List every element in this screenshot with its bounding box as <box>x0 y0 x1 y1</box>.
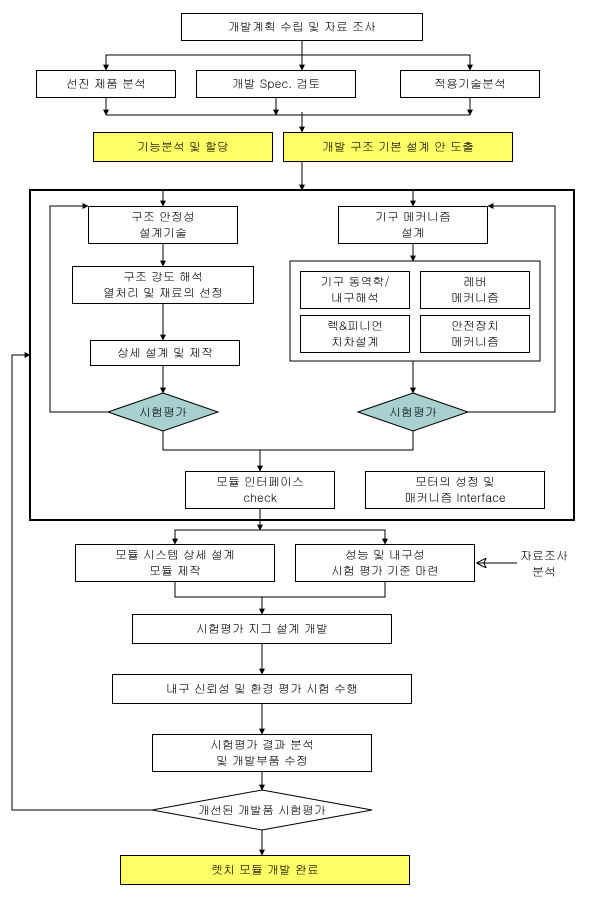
box-r3b: 안전장치 메커니즘 <box>420 315 530 353</box>
diamond-label-d_bottom: 개선된 개발품 시험평가 <box>198 802 326 819</box>
box-l2: 구조 강도 해석 열처리 및 재료의 선정 <box>72 266 254 304</box>
box-s1a: 모듈 시스템 상세 설계 모듈 제작 <box>75 544 275 582</box>
box-r1: 기구 메커니즘 설계 <box>338 206 488 244</box>
box-b2: 모터의 성정 및 매커니즘 Interface <box>365 471 545 509</box>
box-r2a: 기구 동역학/ 내구해석 <box>300 271 410 309</box>
box-n2a: 선진 제품 분석 <box>36 70 176 98</box>
box-r2b: 레버 메커니즘 <box>420 271 530 309</box>
box-s1b: 성능 및 내구성 시험 평가 기준 마련 <box>295 544 475 582</box>
box-r3a: 렉&피니언 치차설계 <box>300 315 410 353</box>
box-b1: 모듈 인터페이스 check <box>185 471 335 509</box>
box-n3b: 개발 구조 기본 설계 안 도출 <box>283 132 513 162</box>
box-n3a: 기능분석 및 할당 <box>93 132 273 162</box>
box-n1: 개발계획 수립 및 자료 조사 <box>181 13 423 41</box>
side-text: 자료조사 분석 <box>520 548 568 579</box>
box-l1: 구조 안정성 설계기술 <box>88 206 238 244</box>
box-l3: 상세 설계 및 제작 <box>90 340 240 366</box>
box-final: 렛치 모듈 개발 완료 <box>120 855 410 885</box>
box-s2: 시험평가 지그 설계 개발 <box>132 614 392 644</box>
diamond-label-d_left: 시험평가 <box>139 404 187 421</box>
box-n2b: 개발 Spec. 검토 <box>196 70 356 98</box>
box-n2c: 적용기술분석 <box>400 70 540 98</box>
diamond-label-d_right: 시험평가 <box>389 404 437 421</box>
box-s3: 내구 신뢰성 및 환경 평가 시험 수행 <box>112 674 412 704</box>
box-s4: 시험평가 결과 분석 및 개발부품 수정 <box>152 734 372 772</box>
